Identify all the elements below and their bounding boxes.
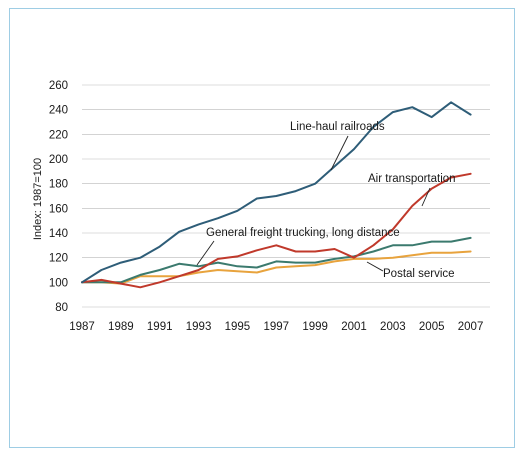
y-tick-label: 120 bbox=[49, 253, 68, 265]
y-tick-label: 220 bbox=[49, 129, 68, 141]
series-label-3: Postal service bbox=[383, 268, 455, 280]
gridlines bbox=[82, 84, 490, 308]
series-line-1 bbox=[81, 172, 472, 289]
series-line-3 bbox=[81, 250, 472, 285]
y-tick-label: 180 bbox=[49, 179, 68, 191]
series-line-0 bbox=[81, 101, 472, 284]
series-label-0: Line-haul railroads bbox=[290, 121, 385, 133]
x-tick-label: 2003 bbox=[380, 321, 406, 333]
leader-line-1 bbox=[421, 187, 431, 207]
chart-frame bbox=[9, 8, 515, 448]
y-tick-label: 80 bbox=[55, 302, 68, 314]
x-tick-label: 1989 bbox=[108, 321, 134, 333]
series-labels: Line-haul railroads Air transportation Gen… bbox=[206, 121, 456, 280]
x-tick-label: 1987 bbox=[69, 321, 95, 333]
y-tick-label: 160 bbox=[49, 203, 68, 215]
y-tick-labels: 80 100 120 140 160 180 200 220 240 260 bbox=[49, 80, 68, 314]
x-tick-label: 1999 bbox=[302, 321, 328, 333]
x-tick-label: 2005 bbox=[419, 321, 445, 333]
y-axis-title: Index: 1987=100 bbox=[32, 158, 44, 240]
y-tick-label: 140 bbox=[49, 228, 68, 240]
leader-line-2 bbox=[196, 240, 215, 266]
leader-line-0 bbox=[330, 135, 349, 171]
y-tick-label: 240 bbox=[49, 105, 68, 117]
series-label-1: Air transportation bbox=[368, 173, 456, 185]
label-leader-lines bbox=[196, 135, 431, 272]
x-tick-labels: 1987 1989 1991 1993 1995 1997 1999 2001 2003 2005… bbox=[69, 321, 483, 333]
x-tick-label: 1995 bbox=[225, 321, 251, 333]
series-line-2 bbox=[81, 236, 472, 284]
x-tick-label: 1997 bbox=[263, 321, 289, 333]
y-tick-label: 260 bbox=[49, 80, 68, 92]
x-tick-label: 2001 bbox=[341, 321, 367, 333]
series-label-2: General freight trucking, long distance bbox=[206, 227, 400, 239]
x-tick-label: 2007 bbox=[458, 321, 484, 333]
y-tick-label: 100 bbox=[49, 277, 68, 289]
leader-line-3 bbox=[366, 261, 384, 272]
x-tick-label: 1993 bbox=[186, 321, 212, 333]
series-lines bbox=[81, 101, 472, 289]
x-tick-label: 1991 bbox=[147, 321, 173, 333]
y-tick-label: 200 bbox=[49, 154, 68, 166]
